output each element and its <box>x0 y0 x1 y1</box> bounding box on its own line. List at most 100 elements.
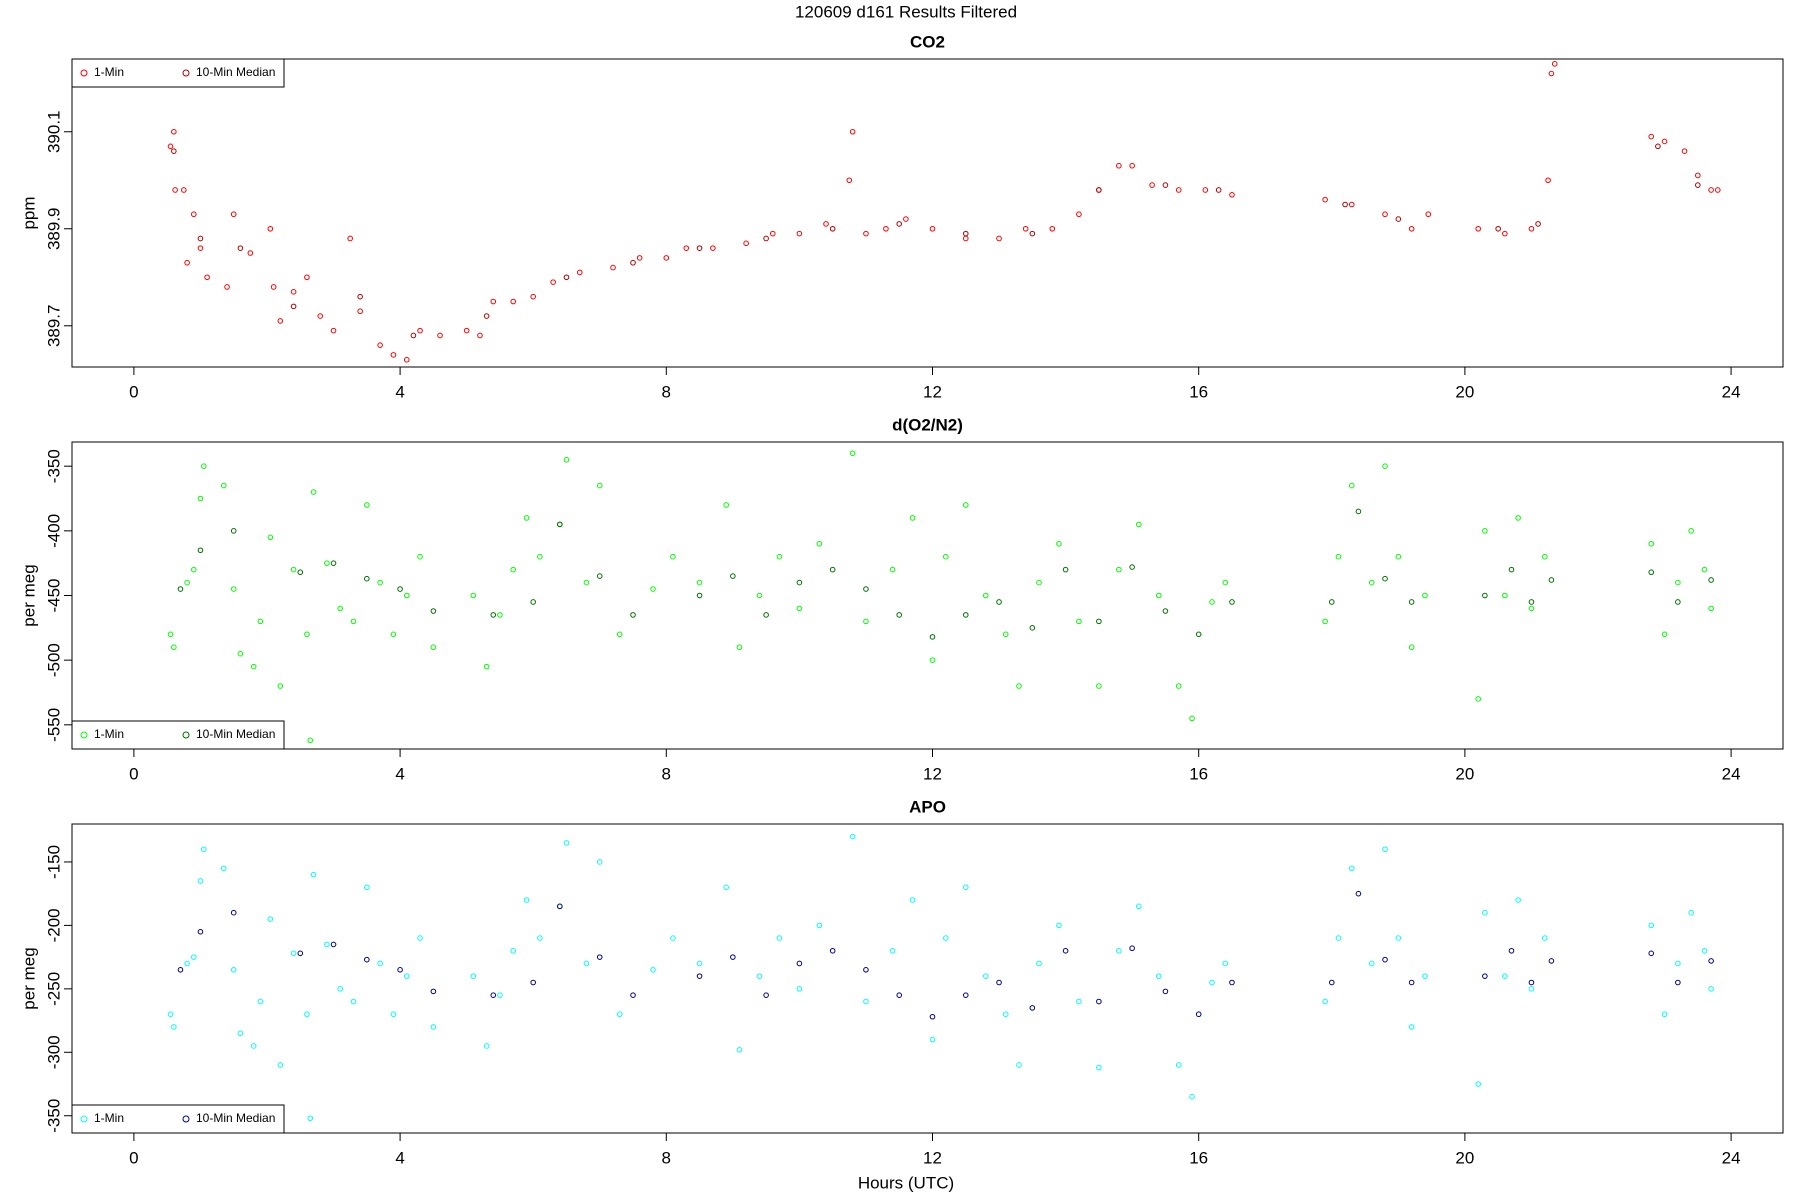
data-point <box>470 973 477 979</box>
data-point <box>596 859 603 865</box>
data-point <box>696 245 703 251</box>
data-point <box>849 128 856 135</box>
data-point <box>1096 998 1102 1005</box>
data-point <box>172 187 178 193</box>
data-point <box>184 579 190 586</box>
data-point <box>996 599 1002 605</box>
data-point <box>1648 569 1655 576</box>
data-point <box>430 608 437 614</box>
data-point <box>377 579 383 586</box>
data-point <box>1215 187 1222 193</box>
data-point <box>616 1011 623 1018</box>
data-point <box>364 884 370 891</box>
data-point <box>1382 463 1388 469</box>
data-point <box>563 274 570 281</box>
data-point <box>1036 579 1042 586</box>
x-tick-label: 20 <box>1455 382 1474 401</box>
x-tick-label: 0 <box>129 1148 138 1167</box>
data-point <box>350 998 357 1005</box>
data-point <box>776 553 783 560</box>
x-tick-label: 4 <box>395 1148 404 1167</box>
data-point <box>1002 631 1009 638</box>
legend-marker <box>80 1115 88 1123</box>
x-tick-label: 20 <box>1455 1148 1474 1167</box>
data-point <box>403 356 410 363</box>
data-point <box>1675 960 1681 967</box>
data-point <box>596 954 603 960</box>
x-tick-label: 24 <box>1722 764 1741 783</box>
data-point <box>247 250 254 256</box>
data-point <box>756 973 763 979</box>
data-point <box>317 313 324 319</box>
data-point <box>1541 553 1548 560</box>
data-point <box>1049 225 1056 232</box>
panel: APO per meg 0 4 8 12 16 20 24 -350 -300 -250 -200 -15… <box>19 797 1784 1167</box>
plot-frame <box>71 58 1784 368</box>
data-point <box>1475 696 1482 702</box>
data-point <box>307 1115 314 1122</box>
data-point <box>310 871 317 878</box>
data-point <box>763 992 769 998</box>
data-point <box>200 846 207 853</box>
data-point <box>696 592 703 599</box>
data-point <box>756 592 763 599</box>
data-point <box>829 947 836 954</box>
data-point <box>1029 625 1036 631</box>
data-point <box>304 1011 310 1018</box>
data-point <box>181 187 187 193</box>
data-point <box>1076 618 1082 625</box>
data-point <box>490 612 497 618</box>
data-point <box>1675 979 1681 986</box>
x-tick-label: 8 <box>662 764 671 783</box>
data-point <box>796 986 803 992</box>
data-point <box>849 833 856 840</box>
data-point <box>171 644 177 651</box>
y-tick-label: 389.7 <box>44 304 63 347</box>
data-point <box>304 631 310 638</box>
panel-title: APO <box>909 797 946 816</box>
data-point <box>982 973 989 979</box>
data-point <box>1482 909 1488 916</box>
data-point <box>962 884 969 891</box>
data-point <box>576 269 583 276</box>
data-point <box>483 663 490 670</box>
data-point <box>943 935 949 941</box>
data-point <box>670 553 676 560</box>
data-point <box>636 255 643 261</box>
data-point <box>1222 579 1229 586</box>
data-point <box>982 592 989 599</box>
data-point <box>1096 187 1102 193</box>
data-point <box>1528 986 1535 992</box>
data-point <box>1395 935 1402 941</box>
data-point <box>330 560 337 566</box>
data-point <box>510 298 517 305</box>
data-point <box>1355 890 1362 897</box>
data-point <box>1675 599 1681 605</box>
data-point <box>277 318 284 324</box>
data-point <box>1541 935 1548 941</box>
data-point <box>463 327 470 334</box>
data-point <box>357 293 363 300</box>
data-point <box>337 986 343 992</box>
data-point <box>1648 133 1655 140</box>
data-point <box>1655 143 1661 150</box>
data-point <box>1708 577 1714 583</box>
data-point <box>1475 225 1482 232</box>
data-point <box>863 967 869 973</box>
data-point <box>337 605 343 612</box>
y-tick-label: -250 <box>44 972 63 1006</box>
data-point <box>1209 599 1215 605</box>
y-tick-label: -500 <box>44 643 63 677</box>
data-point <box>903 216 909 222</box>
y-tick-label: -150 <box>44 845 63 879</box>
data-point <box>583 960 590 967</box>
data-point <box>403 592 410 599</box>
data-point <box>829 225 836 232</box>
data-point <box>1408 599 1415 605</box>
data-point <box>1328 979 1335 986</box>
data-point <box>267 916 274 922</box>
data-point <box>1175 1062 1182 1068</box>
data-point <box>1548 958 1555 964</box>
y-tick-label: 390.1 <box>44 110 63 153</box>
data-point <box>1475 1081 1482 1087</box>
